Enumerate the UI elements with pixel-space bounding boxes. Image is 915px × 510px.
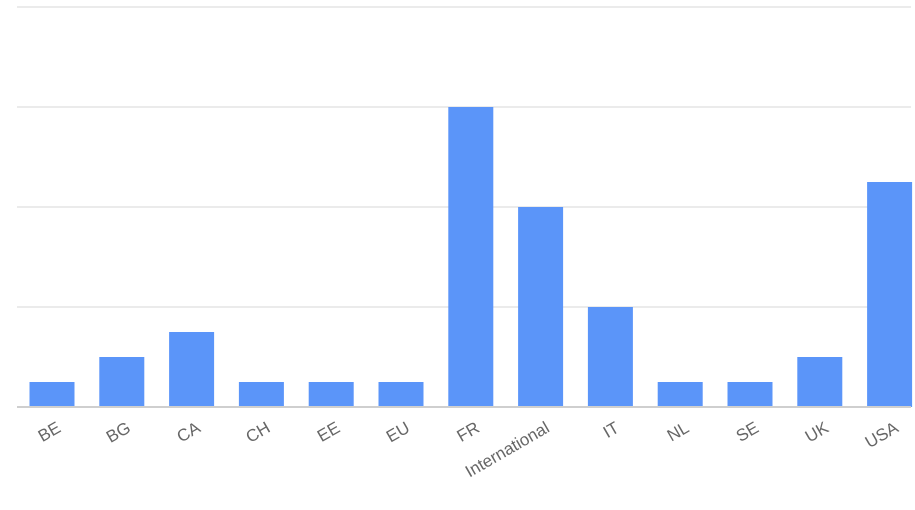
bar-be[interactable] bbox=[29, 382, 75, 407]
x-tick-label: SE bbox=[733, 418, 762, 446]
x-tick-label: CA bbox=[174, 418, 205, 447]
x-tick-label: EU bbox=[383, 418, 413, 446]
bars bbox=[29, 107, 913, 407]
bar-it[interactable] bbox=[587, 307, 633, 407]
bar-se[interactable] bbox=[727, 382, 773, 407]
bar-ch[interactable] bbox=[238, 382, 284, 407]
bar-usa[interactable] bbox=[867, 182, 913, 407]
bar-ca[interactable] bbox=[169, 332, 215, 407]
bar-eu[interactable] bbox=[378, 382, 424, 407]
x-tick-label: USA bbox=[862, 418, 902, 452]
x-tick-label: NL bbox=[664, 418, 692, 445]
x-tick-label: FR bbox=[454, 418, 483, 446]
x-tick-label: BG bbox=[103, 418, 134, 447]
bar-ee[interactable] bbox=[308, 382, 354, 407]
x-tick-label: BE bbox=[35, 418, 64, 446]
bar-uk[interactable] bbox=[797, 357, 843, 407]
bar-nl[interactable] bbox=[657, 382, 703, 407]
x-tick-label: EE bbox=[314, 418, 343, 446]
x-tick-label: UK bbox=[802, 418, 833, 447]
bar-international[interactable] bbox=[518, 207, 564, 407]
x-tick-label: CH bbox=[243, 418, 274, 447]
x-tick-label: IT bbox=[600, 418, 623, 442]
bar-fr[interactable] bbox=[448, 107, 494, 407]
bar-bg[interactable] bbox=[99, 357, 145, 407]
